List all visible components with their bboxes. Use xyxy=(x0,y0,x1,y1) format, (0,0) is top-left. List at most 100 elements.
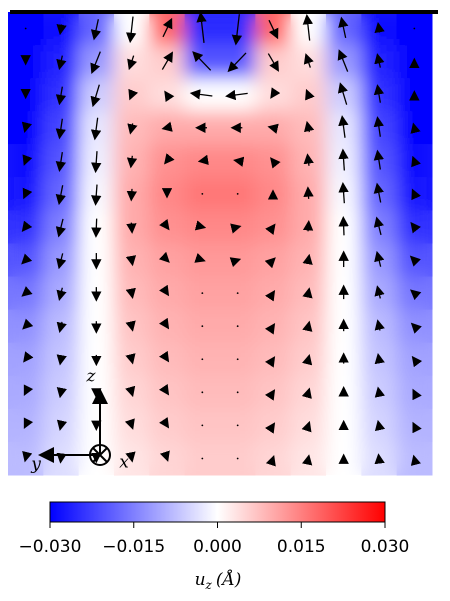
quiver-arrow xyxy=(56,419,68,431)
quiver-arrow xyxy=(337,49,349,72)
quiver-arrow xyxy=(22,187,33,200)
axes-triad: z y x xyxy=(30,367,129,475)
quiver-arrow xyxy=(127,55,138,71)
quiver-arrow xyxy=(55,86,67,106)
quiver-arrow xyxy=(91,184,102,206)
quiver-arrow xyxy=(164,90,175,103)
quiver-arrow xyxy=(302,354,313,366)
quiver-arrow xyxy=(410,322,422,334)
quiver-arrow xyxy=(338,148,349,171)
quiver-arrow xyxy=(162,17,173,38)
quiver-arrow xyxy=(56,253,67,270)
quiver-arrow xyxy=(125,353,136,365)
quiver-dot xyxy=(201,424,204,427)
quiver-arrow xyxy=(125,451,136,463)
quiver-arrow xyxy=(159,383,170,396)
quiver-arrow xyxy=(197,154,209,166)
quiver-arrow xyxy=(56,23,67,36)
quiver-arrow xyxy=(158,251,170,263)
z-label: z xyxy=(86,367,97,387)
quiver-arrow xyxy=(22,154,33,166)
unit: (Å) xyxy=(216,569,242,590)
quiver-arrow xyxy=(55,218,66,238)
quiver-arrow xyxy=(56,55,67,71)
quiver-arrow xyxy=(373,149,384,170)
quiver-dot xyxy=(24,27,27,30)
quiver-arrow xyxy=(338,115,349,138)
quiver-arrow xyxy=(373,216,384,236)
quiver-arrow xyxy=(338,181,349,204)
quiver-dot xyxy=(236,358,239,361)
quiver-arrow xyxy=(374,285,385,299)
quiver-arrow xyxy=(161,121,173,132)
quiver-arrow xyxy=(410,221,421,234)
quiver-arrow xyxy=(410,289,422,301)
quiver-arrow xyxy=(264,257,276,269)
quiver xyxy=(20,11,423,467)
quiver-arrow xyxy=(124,418,135,430)
quiver-arrow xyxy=(268,19,279,40)
quiver-arrow xyxy=(374,53,385,68)
quiver-arrow xyxy=(196,11,207,43)
y-label: y xyxy=(30,455,41,475)
quiver-arrow xyxy=(126,188,138,202)
quiver-arrow xyxy=(194,220,207,231)
x-label: x xyxy=(119,453,129,473)
quiver-arrow xyxy=(373,84,385,103)
quiver-arrow xyxy=(125,385,136,398)
quiver-arrow xyxy=(56,386,67,399)
quiver-arrow xyxy=(126,222,137,234)
quiver-dot xyxy=(201,192,204,195)
quiver-arrow xyxy=(194,252,206,263)
quiver-arrow xyxy=(125,287,136,299)
quiver-arrow xyxy=(412,421,422,434)
quiver-arrow xyxy=(374,250,385,267)
quiver-dot xyxy=(201,391,204,394)
quiver-arrow xyxy=(127,123,138,135)
quiver-arrow xyxy=(189,89,213,100)
quiver-arrow xyxy=(56,287,67,301)
quiver-arrow xyxy=(374,319,385,331)
quiver-arrow xyxy=(265,223,276,235)
quiver-arrow xyxy=(302,454,313,466)
quiver-arrow xyxy=(56,354,67,366)
quiver-arrow xyxy=(304,120,315,133)
quiver-arrow xyxy=(303,53,314,68)
quiver-arrow xyxy=(412,388,422,401)
quiver-arrow xyxy=(374,453,385,465)
quiver-arrow xyxy=(159,218,170,231)
quiver-arrow xyxy=(305,88,315,101)
quiver-arrow xyxy=(338,16,349,39)
quiver-arrow xyxy=(302,253,313,265)
quiver-arrow xyxy=(302,13,314,41)
quiver-arrow xyxy=(225,89,248,101)
quiver-arrow xyxy=(159,417,170,429)
quiver-arrow xyxy=(159,284,170,297)
quiver-arrow xyxy=(265,389,276,401)
quiver-arrow xyxy=(21,253,33,265)
quiver-arrow xyxy=(410,454,421,466)
quiver-arrow xyxy=(55,152,66,173)
quiver-arrow xyxy=(126,16,137,44)
quiver-arrow xyxy=(233,156,245,167)
quiver-arrow xyxy=(192,51,212,71)
quiver-arrow xyxy=(409,255,421,267)
quiver-arrow xyxy=(23,351,34,363)
quiver-arrow xyxy=(373,116,384,137)
quiver-arrow xyxy=(267,123,279,134)
quiver-arrow xyxy=(55,185,66,206)
quiver-arrow xyxy=(22,318,34,330)
quiver-arrow xyxy=(23,384,34,396)
quiver-dot xyxy=(236,325,239,328)
colorbar-tick-label: −0.015 xyxy=(102,537,165,557)
quiver-arrow xyxy=(227,52,247,73)
quiver-arrow xyxy=(270,87,281,99)
quiver-arrow xyxy=(229,257,242,268)
colorbar-ticks: −0.030 −0.015 0.000 0.015 0.030 xyxy=(19,522,409,557)
quiver-arrow xyxy=(265,454,276,467)
quiver-arrow xyxy=(411,355,423,368)
quiver-dot xyxy=(201,457,204,460)
quiver-arrow xyxy=(56,321,67,334)
quiver-arrow xyxy=(56,452,67,464)
